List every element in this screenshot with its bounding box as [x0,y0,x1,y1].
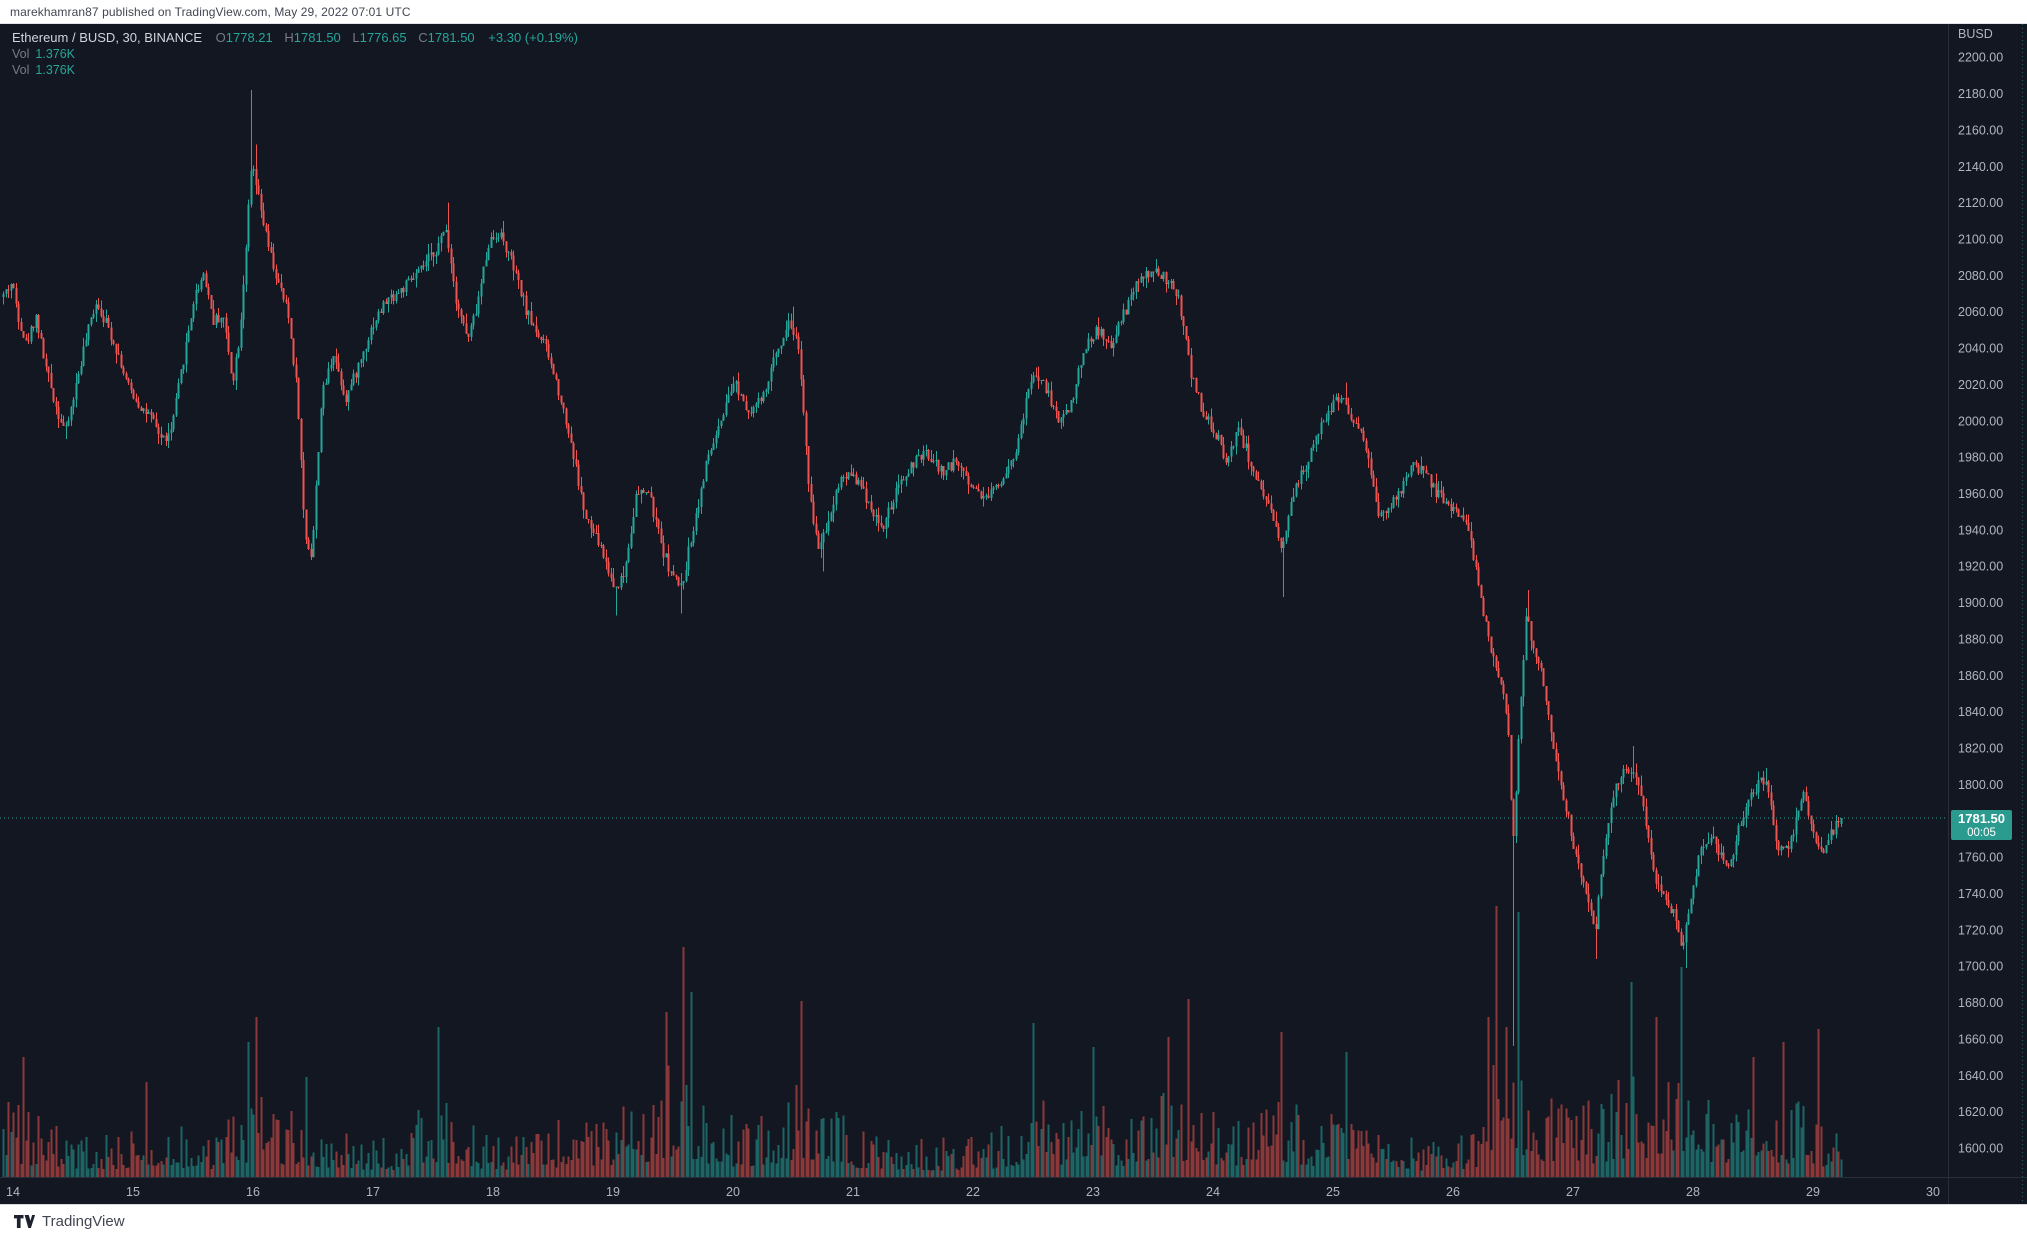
svg-text:1840.00: 1840.00 [1958,705,2003,719]
svg-text:26: 26 [1446,1185,1460,1199]
svg-text:30: 30 [1926,1185,1940,1199]
svg-text:2060.00: 2060.00 [1958,305,2003,319]
tradingview-logo-icon [14,1214,35,1228]
svg-text:2080.00: 2080.00 [1958,269,2003,283]
svg-text:2020.00: 2020.00 [1958,378,2003,392]
ohlc-high: H1781.50 [284,30,341,45]
svg-text:18: 18 [486,1185,500,1199]
legend-symbol-row: Ethereum / BUSD, 30, BINANCE O1778.21 H1… [12,30,578,46]
svg-text:2120.00: 2120.00 [1958,196,2003,210]
svg-text:1920.00: 1920.00 [1958,560,2003,574]
ohlc-close: C1781.50 [418,30,475,45]
svg-text:2140.00: 2140.00 [1958,160,2003,174]
svg-text:2180.00: 2180.00 [1958,87,2003,101]
svg-text:20: 20 [726,1185,740,1199]
svg-text:1900.00: 1900.00 [1958,596,2003,610]
svg-text:2160.00: 2160.00 [1958,123,2003,137]
svg-text:24: 24 [1206,1185,1220,1199]
svg-text:19: 19 [606,1185,620,1199]
svg-text:15: 15 [126,1185,140,1199]
svg-text:27: 27 [1566,1185,1580,1199]
volume-row-1: Vol 1.376K [12,47,76,61]
svg-text:28: 28 [1686,1185,1700,1199]
symbol-title[interactable]: Ethereum / BUSD, 30, BINANCE [12,30,203,45]
svg-text:17: 17 [366,1185,380,1199]
svg-text:2000.00: 2000.00 [1958,414,2003,428]
svg-text:2100.00: 2100.00 [1958,233,2003,247]
bar-countdown: 00:05 [1967,827,1996,839]
chart-area[interactable]: 2200.00 2180.00 2160.00 2140.00 2120.00 2100.… [0,24,2027,1204]
published-line: marekhamran87 published on TradingView.c… [10,4,411,19]
change-value: +3.30 (+0.19%) [488,30,578,45]
svg-text:1860.00: 1860.00 [1958,669,2003,683]
svg-text:1700.00: 1700.00 [1958,960,2003,974]
chart-legend: Ethereum / BUSD, 30, BINANCE O1778.21 H1… [12,30,578,78]
price-axis-currency-label[interactable]: BUSD [1958,27,1993,41]
svg-text:1980.00: 1980.00 [1958,451,2003,465]
svg-text:2200.00: 2200.00 [1958,51,2003,65]
svg-text:1800.00: 1800.00 [1958,778,2003,792]
last-price-value: 1781.50 [1958,811,2005,826]
svg-text:1680.00: 1680.00 [1958,996,2003,1010]
svg-text:2040.00: 2040.00 [1958,342,2003,356]
svg-text:22: 22 [966,1185,980,1199]
svg-text:1600.00: 1600.00 [1958,1142,2003,1156]
svg-text:1880.00: 1880.00 [1958,633,2003,647]
published-header-bar: marekhamran87 published on TradingView.c… [0,0,2027,24]
last-price-badge: 1781.50 00:05 [1951,810,2012,840]
volume-row-2: Vol 1.376K [12,63,76,77]
svg-text:25: 25 [1326,1185,1340,1199]
tradingview-brand[interactable]: TradingView [14,1213,125,1230]
svg-text:1620.00: 1620.00 [1958,1105,2003,1119]
tradingview-brand-text: TradingView [42,1213,125,1230]
svg-text:1640.00: 1640.00 [1958,1069,2003,1083]
svg-text:1740.00: 1740.00 [1958,887,2003,901]
footer-bar: TradingView [0,1204,2027,1238]
svg-text:1660.00: 1660.00 [1958,1032,2003,1046]
svg-text:1820.00: 1820.00 [1958,742,2003,756]
svg-text:16: 16 [246,1185,260,1199]
svg-text:1720.00: 1720.00 [1958,923,2003,937]
svg-text:14: 14 [6,1185,20,1199]
svg-text:1940.00: 1940.00 [1958,523,2003,537]
svg-text:1960.00: 1960.00 [1958,487,2003,501]
svg-text:1760.00: 1760.00 [1958,851,2003,865]
ohlc-open: O1778.21 [215,30,273,45]
svg-text:21: 21 [846,1185,860,1199]
svg-text:23: 23 [1086,1185,1100,1199]
svg-text:29: 29 [1806,1185,1820,1199]
ohlc-low: L1776.65 [352,30,407,45]
